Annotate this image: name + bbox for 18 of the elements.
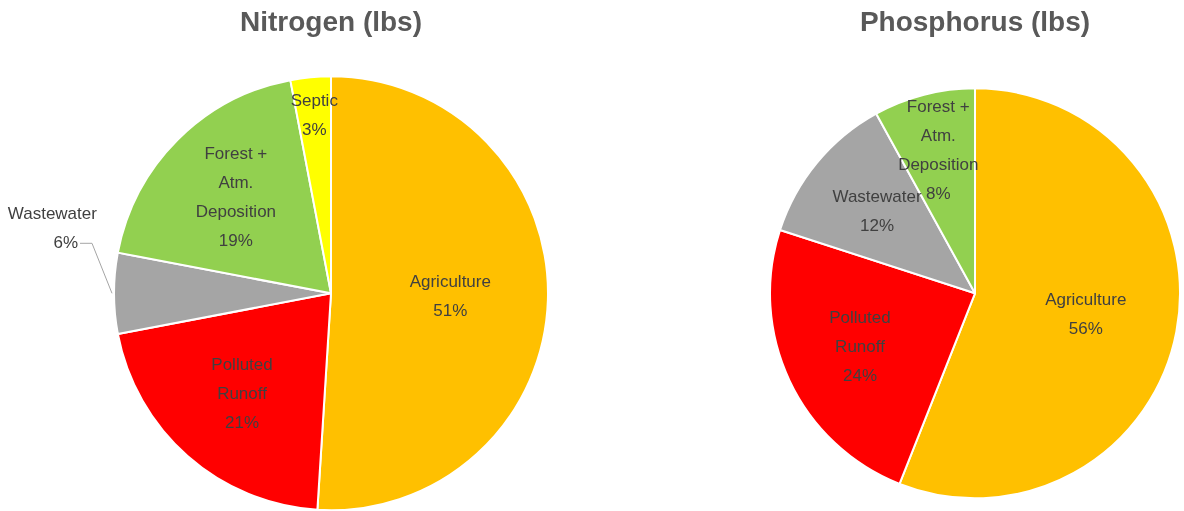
chart-title: Phosphorus (lbs) bbox=[859, 5, 1091, 37]
data-label: 24% bbox=[842, 366, 878, 386]
data-label: 21% bbox=[225, 412, 260, 432]
data-label: 6% bbox=[53, 232, 78, 252]
data-label: 19% bbox=[218, 231, 253, 251]
data-label: 3% bbox=[301, 120, 327, 140]
slice-label: Polluted Runoff bbox=[211, 354, 273, 403]
slice-label: Forest + Atm. Deposition bbox=[195, 144, 277, 222]
data-label: 56% bbox=[1068, 318, 1103, 338]
data-label: 12% bbox=[860, 216, 895, 236]
slice-label: Agriculture bbox=[1045, 289, 1127, 309]
slice-label: Polluted Runoff bbox=[829, 308, 891, 357]
slice-label: Wastewater bbox=[832, 187, 922, 207]
data-label: 51% bbox=[433, 301, 468, 321]
slice-label: Agriculture bbox=[409, 272, 491, 292]
data-label: 8% bbox=[926, 183, 951, 203]
chart-title: Nitrogen (lbs) bbox=[240, 5, 422, 37]
slice-label: Wastewater bbox=[7, 203, 98, 223]
